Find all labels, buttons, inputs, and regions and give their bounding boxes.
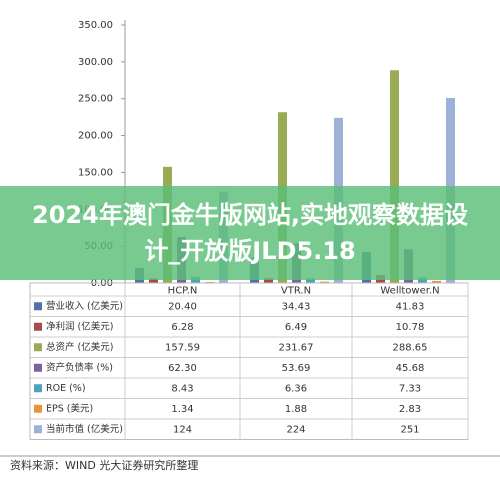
y-tick-label: 350.00 xyxy=(78,20,113,31)
table-value: 53.69 xyxy=(282,363,311,374)
table-value: 20.40 xyxy=(168,301,197,312)
column-header: Welltower.N xyxy=(380,286,439,297)
table-value: 224 xyxy=(286,424,305,435)
table-value: 1.34 xyxy=(171,404,193,415)
table-value: 1.88 xyxy=(285,404,307,415)
legend-label: 净利润 (亿美元) xyxy=(46,320,113,332)
column-header: VTR.N xyxy=(281,286,311,297)
bar xyxy=(390,70,399,283)
y-tick-label: 300.00 xyxy=(78,57,113,68)
table-value: 6.49 xyxy=(285,322,307,333)
source-note: 资料来源：WIND 光大证券研究所整理 xyxy=(10,458,198,472)
table-value: 231.67 xyxy=(279,342,314,353)
table-value: 10.78 xyxy=(396,322,425,333)
legend-label: 资产负债率 (%) xyxy=(46,361,113,373)
table-value: 45.68 xyxy=(396,363,425,374)
legend-label: EPS (美元) xyxy=(46,402,93,414)
legend-swatch xyxy=(34,404,42,413)
table-value: 6.28 xyxy=(171,322,193,333)
table-value: 2.83 xyxy=(399,404,421,415)
table-value: 7.33 xyxy=(399,383,421,394)
bar xyxy=(418,277,427,283)
bar xyxy=(306,278,315,283)
table-value: 34.43 xyxy=(282,301,311,312)
legend-label: 当前市值 (亿美元) xyxy=(46,423,123,435)
table-value: 8.43 xyxy=(171,383,193,394)
bar xyxy=(432,280,441,283)
legend-label: ROE (%) xyxy=(46,383,86,394)
banner-title: 2024年澳门金牛版网站,实地观察数据设计_开放版JLD5.18 xyxy=(32,201,468,265)
y-tick-label: 250.00 xyxy=(78,94,113,105)
bar xyxy=(320,281,329,283)
table-value: 288.65 xyxy=(393,342,428,353)
bar xyxy=(149,278,158,283)
legend-swatch xyxy=(34,343,42,352)
legend-swatch xyxy=(34,322,42,331)
legend-label: 营业收入 (亿美元) xyxy=(46,300,123,312)
legend-label: 总资产 (亿美元) xyxy=(46,341,113,353)
banner: 2024年澳门金牛版网站,实地观察数据设计_开放版JLD5.18 xyxy=(0,186,500,280)
legend-swatch xyxy=(34,425,42,434)
y-tick-label: 150.00 xyxy=(78,167,113,178)
table-value: 62.30 xyxy=(168,363,197,374)
column-header: HCP.N xyxy=(168,286,198,297)
table-value: 157.59 xyxy=(165,342,200,353)
legend-swatch xyxy=(34,384,42,393)
y-tick-label: 200.00 xyxy=(78,131,113,142)
table-value: 41.83 xyxy=(396,301,425,312)
legend-swatch xyxy=(34,302,42,311)
table-value: 6.36 xyxy=(285,383,307,394)
legend-swatch xyxy=(34,363,42,372)
table-value: 124 xyxy=(173,424,192,435)
table-value: 251 xyxy=(400,424,419,435)
bar xyxy=(264,278,273,283)
